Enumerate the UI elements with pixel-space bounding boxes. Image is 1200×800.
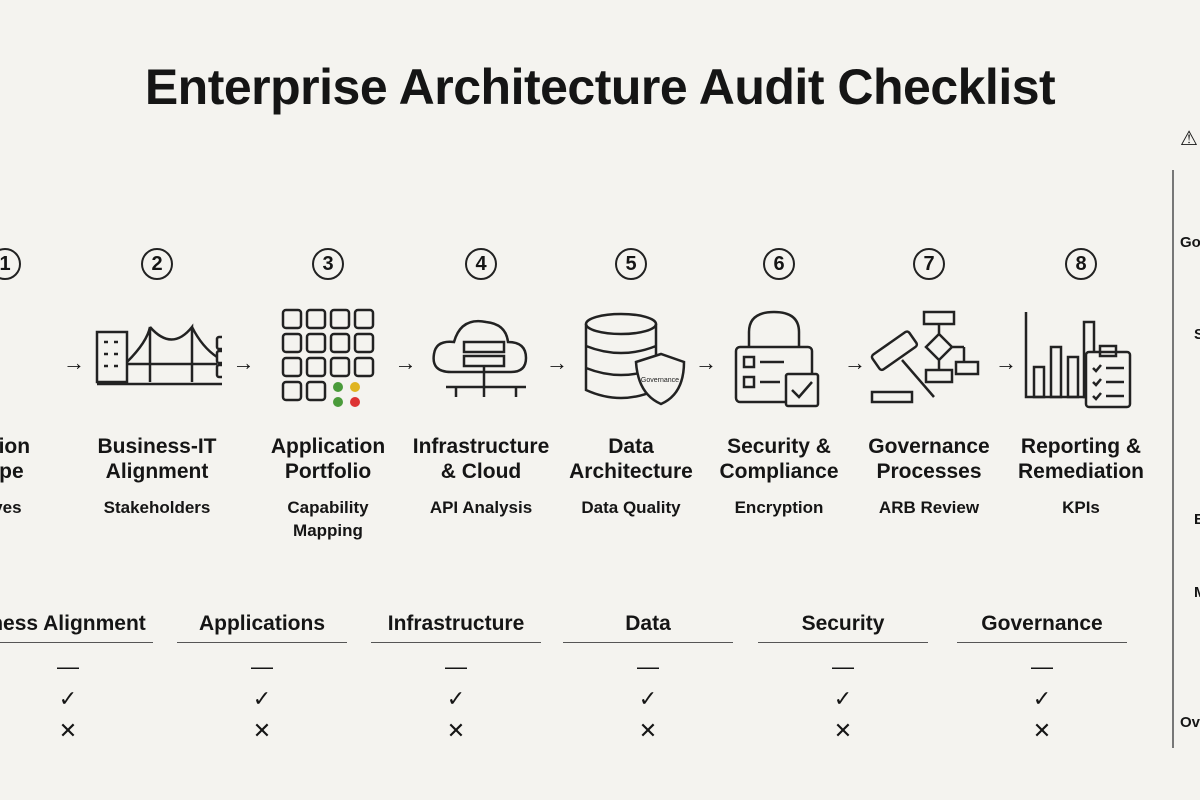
step-number: 4 [465,248,497,280]
step-detail: Data Quality [581,498,681,517]
gavel-flowchart-icon [854,302,1004,412]
fail-mark: ✕ [58,718,78,743]
bridge-icon [82,302,232,412]
step-number: 2 [141,248,173,280]
step-name: Security & Compliance [719,435,839,483]
step-detail: Stakeholders [103,498,211,517]
step-name: Data Architecture [569,435,693,483]
right-panel-divider [1172,170,1174,748]
pass-mark: ✓ [58,686,78,711]
fail-mark: ✕ [638,718,658,743]
category-column: Governance — ✓ ✕ [957,612,1127,747]
fail-mark: ✕ [833,718,853,743]
category-column: Applications — ✓ ✕ [177,612,347,747]
app-grid-icon [253,302,403,412]
step-5: 5 Governance Data Architecture Data Qual… [556,248,706,519]
side-label: E [1194,511,1200,528]
side-label: Ove [1180,714,1200,731]
category-column: ness Alignment — ✓ ✕ [0,612,153,747]
category-label: Governance [957,612,1127,643]
arrow-icon: → [63,350,85,375]
pass-mark: ✓ [833,686,853,711]
partial-mark: — [251,654,273,679]
fail-mark: ✕ [446,718,466,743]
category-label: Applications [177,612,347,643]
fail-mark: ✕ [1032,718,1052,743]
step-number: 3 [312,248,344,280]
step-name: Business-IT Alignment [97,435,217,483]
partial-mark: — [637,654,659,679]
step-detail: ives [0,498,22,517]
step-detail: KPIs [1062,498,1100,517]
step-4: 4 Infrastructure & Cloud API Analysis [406,248,556,519]
svg-text:Governance: Governance [641,377,679,384]
side-label: M [1194,584,1200,601]
step-name: ation ope [0,435,31,483]
step-name: Reporting & Remediation [1017,435,1145,483]
step-detail: Capability Mapping [287,498,369,540]
step-detail: ARB Review [878,498,980,517]
category-label: Data [563,612,733,643]
side-label: Go [1180,234,1200,251]
step-detail: API Analysis [429,498,533,517]
step-6: 6 Security & Compliance Encryption [704,248,854,519]
pass-mark: ✓ [1032,686,1052,711]
database-shield-icon: Governance [556,302,706,412]
side-label: S [1194,326,1200,343]
step-name: Application Portfolio [270,435,386,483]
step-8: 8 Reporting & Remediation KPIs [1006,248,1156,519]
category-column: Data — ✓ ✕ [563,612,733,747]
step-name: Infrastructure & Cloud [412,435,550,483]
pass-mark: ✓ [252,686,272,711]
category-label: ness Alignment [0,612,153,643]
step-detail: Encryption [734,498,824,517]
category-label: Security [758,612,928,643]
step-number: 8 [1065,248,1097,280]
step-number: 6 [763,248,795,280]
warning-icon: ⚠ [1180,128,1198,150]
step-2: 2 Business-IT Alignment Stakeholders [82,248,232,519]
step-number: 5 [615,248,647,280]
partial-mark: — [1031,654,1053,679]
step-number: 1 [0,248,21,280]
page-title: Enterprise Architecture Audit Checklist [144,59,1056,115]
step-7: 7 Governance Processes ARB Review [854,248,1004,519]
arrow-icon: → [844,350,866,375]
partial-mark: — [832,654,854,679]
fail-mark: ✕ [252,718,272,743]
arrow-icon: → [232,350,255,375]
pass-mark: ✓ [638,686,658,711]
step-3: 3 Application Portfolio Capability Mappi… [253,248,403,542]
padlock-checklist-icon [704,302,854,412]
cloud-server-icon [406,302,556,412]
category-column: Security — ✓ ✕ [758,612,928,747]
bar-chart-clipboard-icon [1006,302,1156,412]
step-1: 1 ation ope ives [0,248,80,519]
arrow-icon: → [695,350,717,375]
pass-mark: ✓ [446,686,466,711]
step-number: 7 [913,248,945,280]
arrow-icon: → [995,350,1017,375]
arrow-icon: → [394,350,417,375]
category-label: Infrastructure [371,612,541,643]
partial-mark: — [445,654,467,679]
partial-mark: — [57,654,79,679]
arrow-icon: → [546,350,568,375]
category-column: Infrastructure — ✓ ✕ [371,612,541,747]
step-name: Governance Processes [868,435,990,483]
